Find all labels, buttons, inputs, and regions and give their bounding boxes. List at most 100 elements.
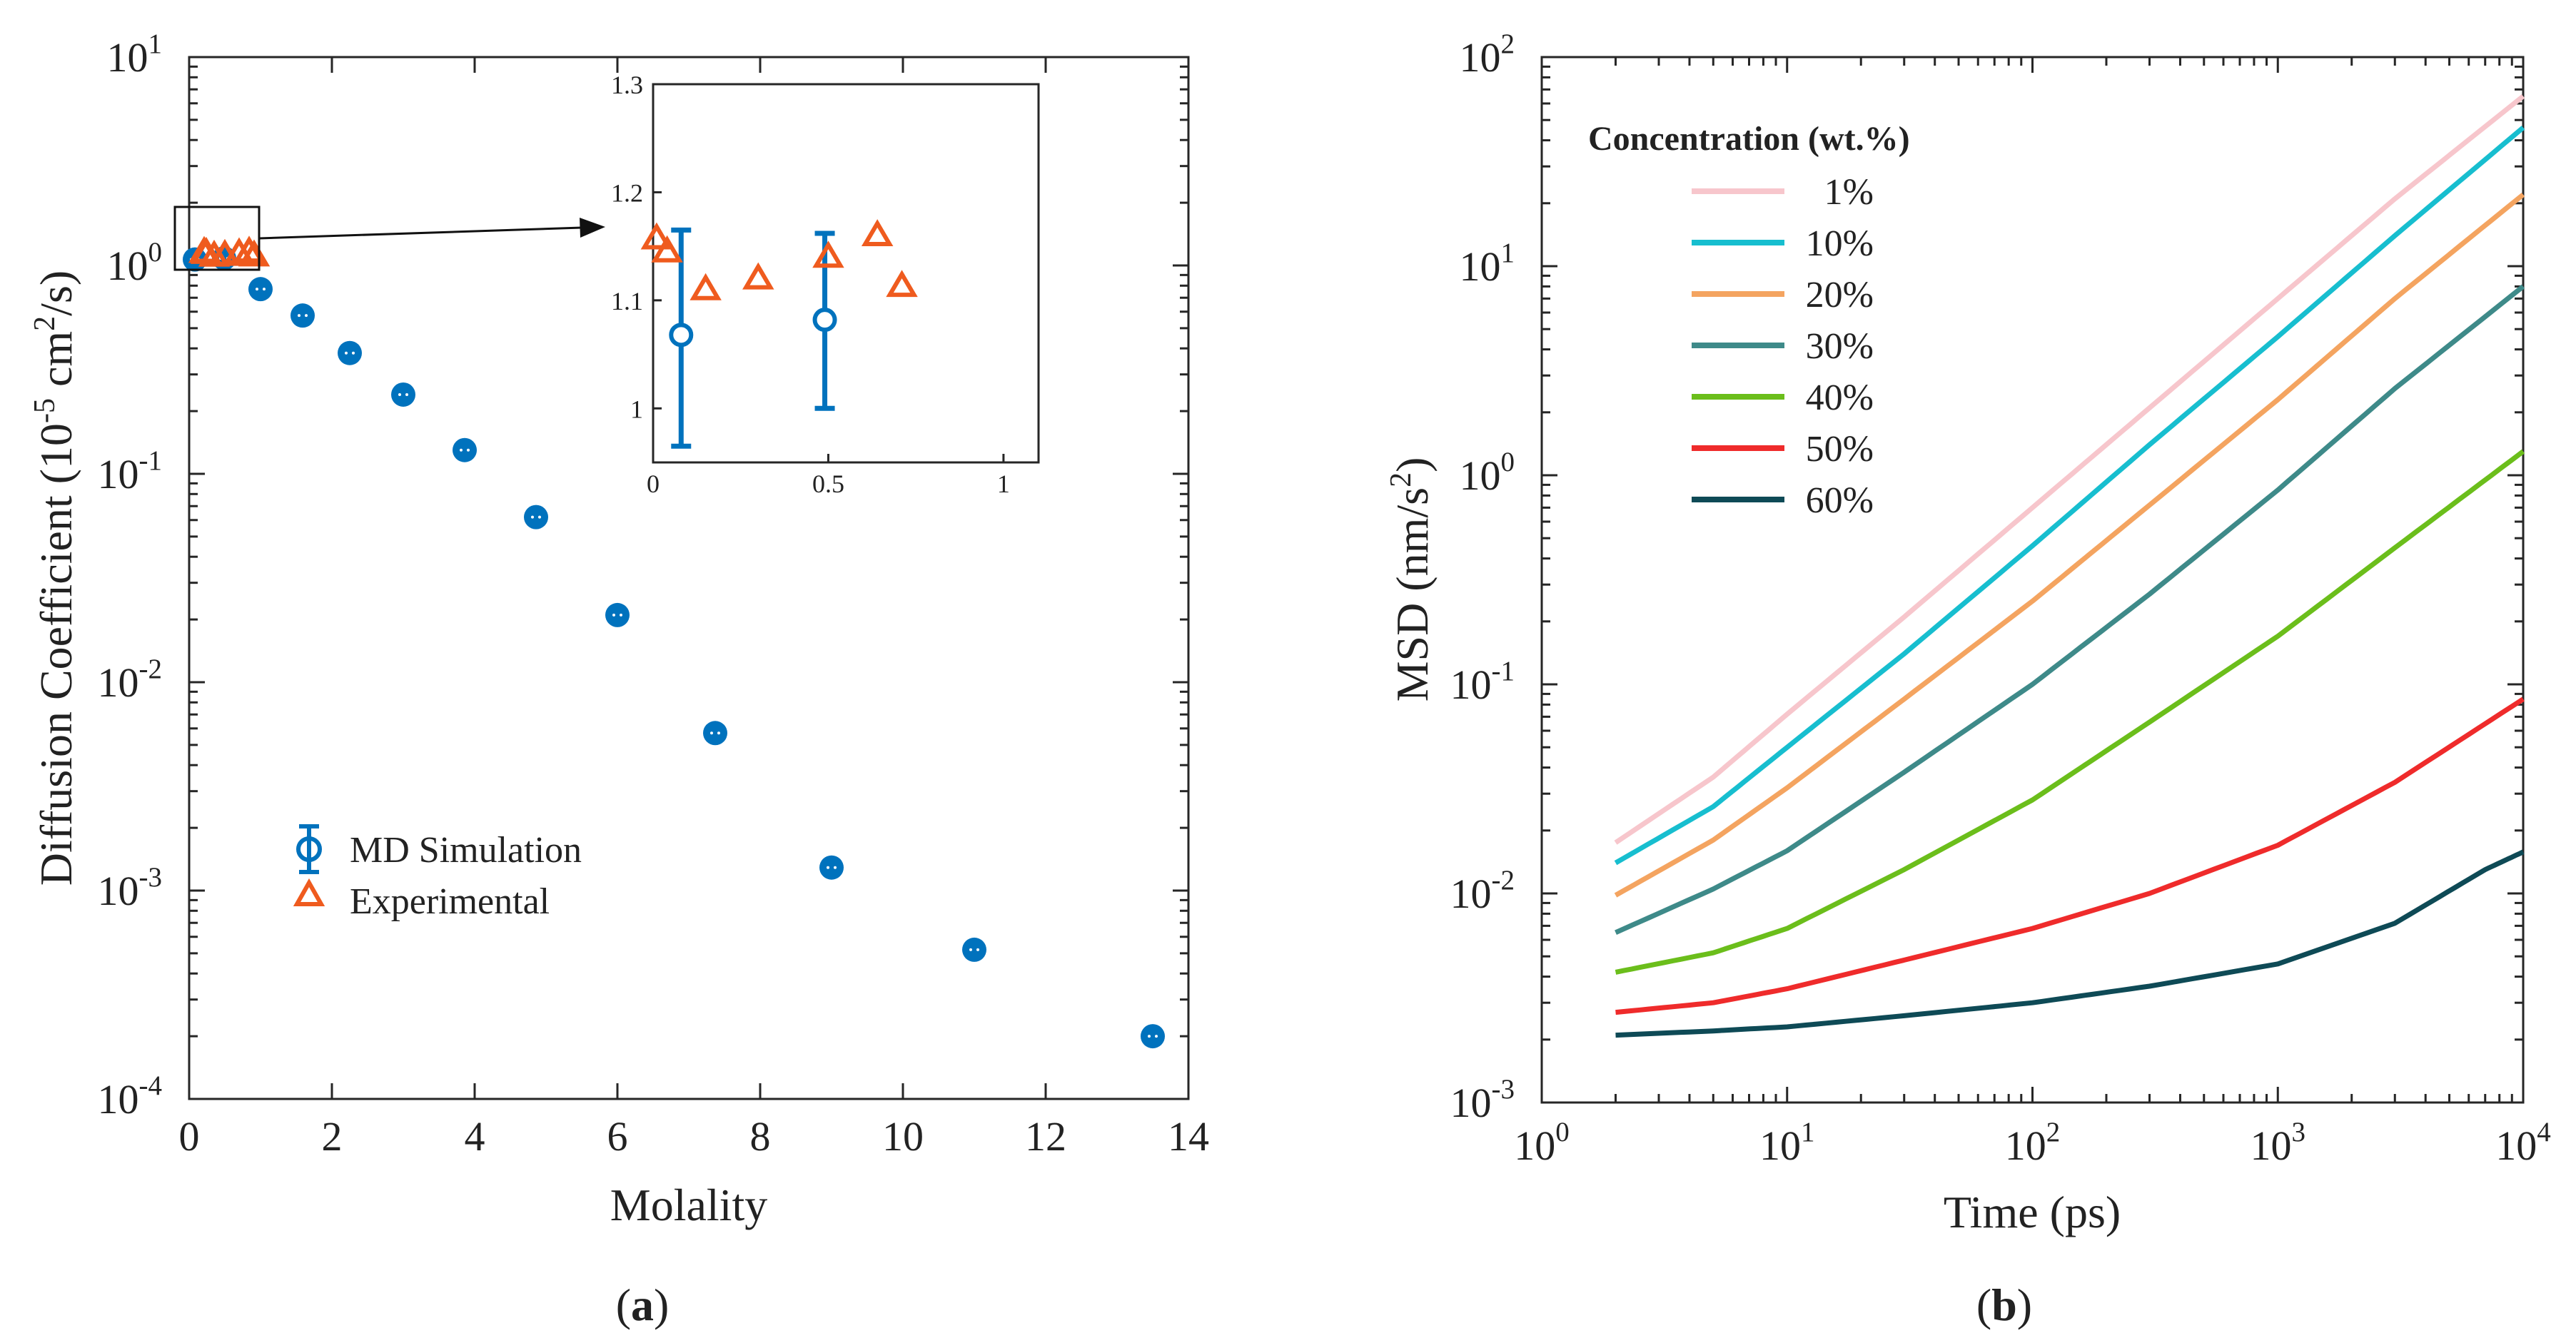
panel-a-inset-ticks — [652, 83, 1005, 462]
panel-b-y-axis-label: MSD (nm/s2) — [1385, 457, 1438, 702]
b-x-tick-label-exp: 0 — [1555, 1117, 1570, 1147]
b-y-tick-label-base: 10 — [1450, 871, 1492, 917]
series-line-60pct — [1615, 849, 2525, 1038]
b-y-tick-label-exp: 0 — [1501, 447, 1515, 477]
inset-exp-point — [742, 262, 774, 290]
a-y-tick-label-exp: -4 — [139, 1070, 163, 1101]
series-line-50pct — [1615, 696, 2525, 1015]
inset-exp-point — [861, 219, 894, 246]
a-y-tick-label: 10-3 — [98, 862, 163, 914]
a-y-tick-label-base: 10 — [107, 34, 148, 81]
b-y-tick-label: 100 — [1460, 447, 1515, 499]
md-point — [703, 721, 727, 746]
md-point — [1141, 1024, 1165, 1049]
a-y-tick-label-base: 10 — [98, 451, 139, 497]
panel-a-x-tick-labels: 0 2 4 6 8 10 12 14 — [179, 1113, 1210, 1160]
b-y-tick-label: 102 — [1460, 29, 1515, 81]
b-y-tick-label-base: 10 — [1460, 243, 1501, 290]
panel-a-inset-tick-labels: 0 0.5 1 1 1.1 1.2 1.3 — [611, 71, 1010, 498]
md-point-hole — [1148, 1035, 1151, 1038]
md-point-hole — [256, 288, 258, 291]
md-point — [605, 602, 630, 627]
b-y-tick-label-exp: -3 — [1492, 1074, 1515, 1105]
panel-a-inset-points — [640, 219, 918, 449]
panel-a-y-label-part1: Diffusion Coefficient (10 — [31, 423, 81, 886]
panel-b-legend-title: Concentration (wt.%) — [1588, 120, 1910, 158]
a-y-tick-label-base: 10 — [107, 243, 148, 289]
a-y-tick-label-base: 10 — [98, 868, 139, 914]
b-y-tick-label: 10-3 — [1450, 1074, 1515, 1126]
panel-b-x-axis-label: Time (ps) — [1944, 1187, 2121, 1237]
legend-exp-label: Experimental — [350, 881, 550, 922]
a-x-tick-label: 2 — [322, 1113, 343, 1160]
md-point-hole — [620, 613, 622, 617]
inset-exp-point — [690, 273, 722, 300]
inset-y-tick-label: 1.3 — [611, 71, 643, 99]
panel-a-label-close: ) — [654, 1279, 669, 1330]
md-point-hole — [263, 288, 266, 291]
inset-y-tick-label: 1 — [630, 395, 643, 423]
series-line-1pct — [1614, 94, 2525, 845]
b-x-tick-label-exp: 4 — [2537, 1117, 2551, 1147]
b-x-tick-label: 104 — [2495, 1117, 2551, 1169]
md-point-hole — [612, 613, 615, 617]
md-point-hole — [531, 515, 534, 519]
md-point — [291, 303, 315, 328]
legend-label-50pct: 50% — [1806, 429, 1874, 470]
a-y-tick-label: 10-4 — [98, 1070, 163, 1122]
series-line-20pct — [1614, 192, 2525, 898]
panel-a-label-letter: a — [631, 1279, 654, 1330]
md-point-hole — [827, 866, 829, 869]
md-point-hole — [717, 731, 720, 735]
legend-label-1pct: 1% — [1824, 172, 1874, 213]
panel-b-x-tick-labels: 100 101 102 103 104 — [1514, 1117, 2551, 1169]
md-point — [524, 505, 548, 529]
a-y-tick-label-exp: -1 — [139, 445, 163, 476]
b-y-tick-label-base: 10 — [1450, 1080, 1492, 1126]
panel-a-y-label-exp: -5 — [29, 398, 61, 423]
b-x-tick-label-base: 10 — [1759, 1122, 1801, 1169]
inset-x-tick-label: 0 — [647, 470, 660, 498]
md-point-hole — [834, 866, 837, 869]
legend-md-label: MD Simulation — [350, 830, 582, 871]
a-y-tick-label: 100 — [107, 237, 163, 289]
md-point-hole — [405, 392, 408, 396]
b-y-tick-label-exp: 1 — [1501, 238, 1515, 268]
b-x-tick-label-exp: 2 — [2046, 1117, 2061, 1147]
b-x-tick-label-base: 10 — [2005, 1122, 2046, 1169]
inset-y-tick-label: 1.1 — [611, 287, 643, 315]
a-y-tick-label-base: 10 — [98, 1076, 139, 1122]
md-point-hole — [467, 448, 470, 452]
exp-point — [190, 236, 223, 264]
panel-b-label-open: ( — [1976, 1279, 1991, 1330]
a-x-tick-label: 0 — [179, 1113, 200, 1160]
panel-b-ticks — [1540, 56, 2525, 1104]
md-point — [819, 855, 844, 880]
inset-md-point — [669, 323, 694, 348]
panel-a-ticks — [188, 56, 1190, 1100]
a-y-tick-label-exp: 0 — [148, 237, 163, 268]
a-x-tick-label: 10 — [882, 1113, 924, 1160]
md-point-hole — [976, 948, 979, 951]
panel-b-legend-items: 1% 10% 20% 30% 40% 50% 60% — [1692, 172, 1874, 521]
legend-label-20pct: 20% — [1806, 275, 1874, 315]
a-y-tick-label-base: 10 — [98, 659, 139, 706]
inset-y-tick-label: 1.2 — [611, 178, 643, 207]
a-y-tick-label: 10-2 — [98, 654, 163, 706]
b-x-tick-label: 100 — [1514, 1117, 1570, 1169]
b-x-tick-label-base: 10 — [1514, 1122, 1555, 1169]
md-point — [248, 277, 273, 302]
md-point-hole — [298, 314, 300, 318]
inset-exp-point — [812, 240, 844, 268]
legend-md-marker — [296, 836, 322, 862]
md-point-hole — [538, 515, 541, 519]
b-x-tick-label-exp: 3 — [2292, 1117, 2306, 1147]
panel-b-label-letter: b — [1991, 1279, 2017, 1330]
a-y-tick-label-exp: -3 — [139, 862, 163, 893]
panel-b-y-label-exp: 2 — [1385, 472, 1418, 487]
panel-a-zoom-arrow — [258, 226, 582, 240]
a-y-tick-label-exp: 1 — [148, 29, 163, 59]
md-point — [962, 937, 986, 962]
